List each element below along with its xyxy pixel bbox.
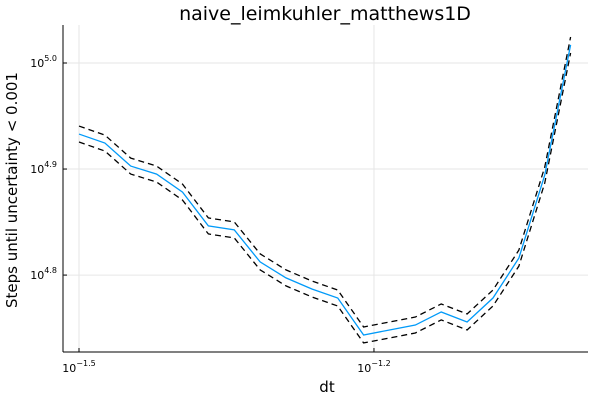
tick-base: 10 [30, 269, 44, 282]
tick-base: 10 [357, 362, 371, 375]
x-axis-label: dt [319, 378, 335, 396]
tick-label: 10−1.2 [357, 359, 390, 375]
tick-label: 104.8 [30, 266, 57, 282]
tick-label: 104.9 [30, 160, 57, 176]
tick-label: 105.0 [30, 54, 57, 70]
y-axis-label: Steps until uncertainty < 0.001 [3, 72, 21, 308]
series-line [78, 44, 572, 336]
tick-base: 10 [30, 57, 44, 70]
tick-exponent: −1.5 [76, 359, 95, 368]
tick-label: 10−1.5 [62, 359, 95, 375]
tick-exponent: 5.0 [44, 54, 57, 63]
tick-exponent: −1.2 [371, 359, 390, 368]
series-line [78, 36, 572, 328]
tick-base: 10 [30, 163, 44, 176]
series-line [78, 52, 572, 344]
chart-title: naive_leimkuhler_matthews1D [179, 3, 471, 25]
tick-exponent: 4.8 [44, 266, 57, 275]
tick-base: 10 [62, 362, 76, 375]
tick-exponent: 4.9 [44, 160, 57, 169]
